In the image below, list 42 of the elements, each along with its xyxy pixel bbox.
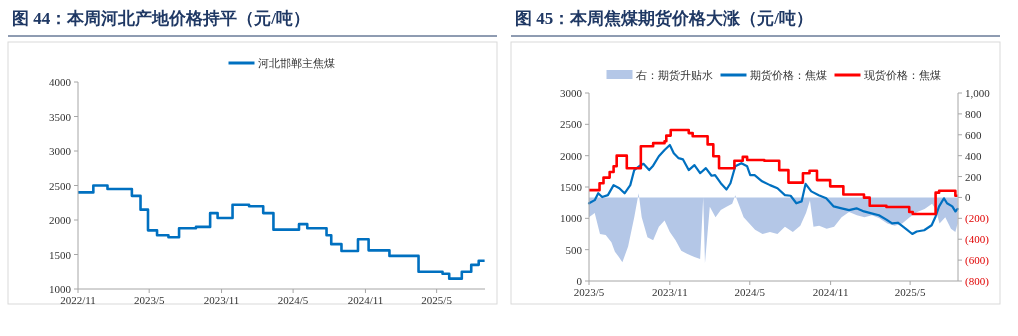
y-tick-label: 2500	[49, 179, 72, 192]
y2-tick-label: 800	[965, 107, 982, 120]
y-tick-label: 1500	[560, 181, 583, 193]
x-tick-label: 2022/11	[60, 294, 96, 306]
y-tick-label: 3500	[49, 110, 72, 123]
y-tick-label: 4000	[49, 76, 72, 88]
y2-tick-label: 1,000	[965, 87, 991, 99]
y2-tick-label: 400	[965, 149, 982, 162]
chart-title: 图 44：本周河北产地价格持平（元/吨）	[12, 9, 310, 28]
y2-tick-label: 200	[965, 170, 982, 183]
y-tick-label: 0	[576, 275, 583, 287]
x-tick-label: 2023/5	[133, 294, 165, 306]
x-tick-label: 2025/5	[894, 286, 926, 298]
y-tick-label: 1000	[560, 212, 583, 225]
x-tick-label: 2025/5	[421, 294, 453, 306]
y2-tick-label: 0	[965, 191, 971, 204]
legend-label: 河北邯郸主焦煤	[257, 57, 335, 69]
y-tick-label: 2000	[560, 149, 583, 162]
y-tick-label: 3000	[560, 87, 583, 99]
x-tick-label: 2023/11	[203, 294, 240, 306]
legend-label: 右：期货升贴水	[635, 69, 713, 81]
y-tick-label: 2500	[560, 118, 583, 131]
y-tick-label: 1500	[49, 248, 72, 261]
y-tick-label: 3000	[49, 145, 72, 157]
y-tick-label: 1000	[49, 283, 72, 295]
x-tick-label: 2024/5	[277, 294, 309, 306]
legend-label: 期货价格：焦煤	[749, 69, 827, 81]
y2-tick-label: (200)	[965, 212, 990, 226]
x-tick-label: 2023/5	[573, 286, 605, 298]
chart-title: 图 45：本周焦煤期货价格大涨（元/吨）	[515, 9, 813, 28]
x-tick-label: 2024/11	[812, 286, 849, 298]
y-tick-label: 2000	[49, 214, 72, 226]
x-tick-label: 2024/11	[347, 294, 384, 306]
y2-tick-label: 600	[965, 128, 982, 141]
y2-tick-label: (800)	[965, 275, 990, 288]
legend-label: 现货价格：焦煤	[863, 69, 941, 81]
x-tick-label: 2023/11	[652, 286, 688, 298]
y-tick-label: 500	[565, 243, 583, 256]
x-tick-label: 2024/5	[734, 286, 766, 298]
y2-tick-label: (600)	[965, 254, 990, 268]
line-series	[587, 143, 959, 236]
y2-tick-label: (400)	[965, 233, 990, 247]
